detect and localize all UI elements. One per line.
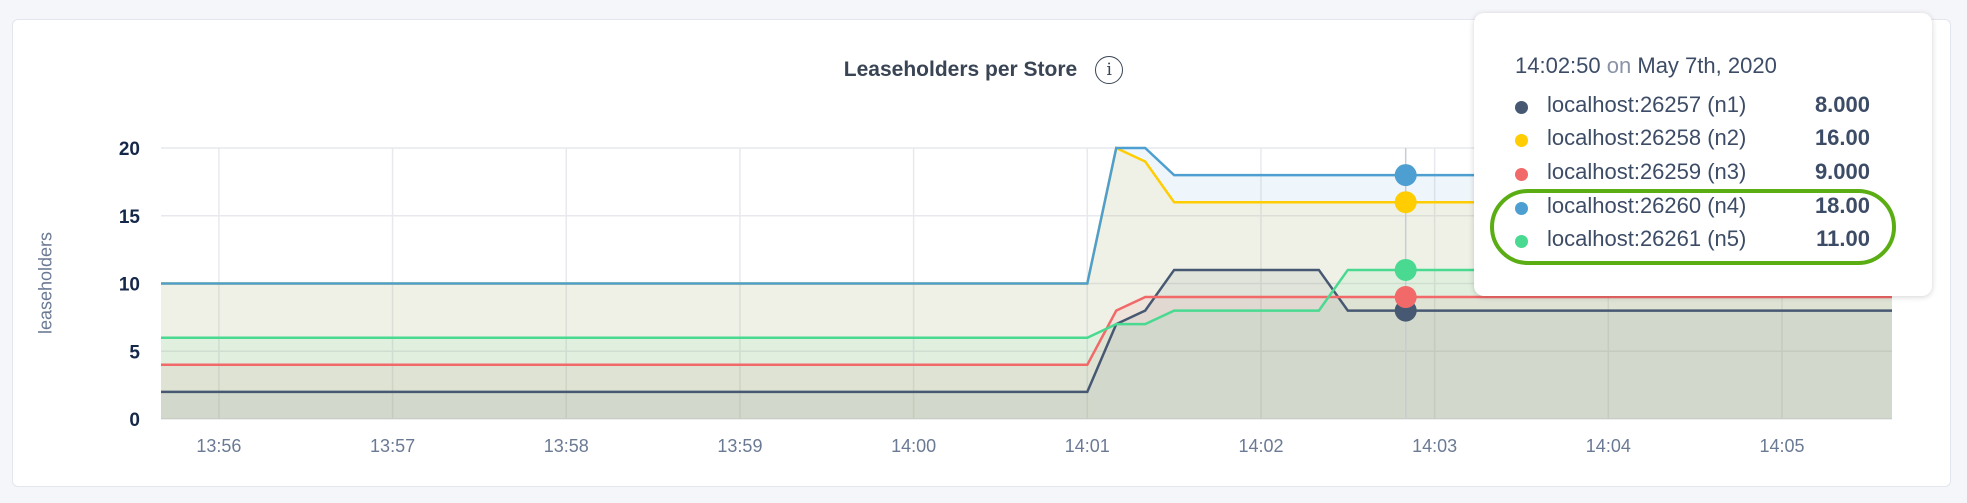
- hover-point: [1394, 191, 1417, 214]
- y-tick-label: 0: [129, 410, 140, 431]
- tooltip-date: May 7th, 2020: [1637, 53, 1777, 78]
- tooltip-timestamp: 14:02:50 on May 7th, 2020: [1515, 53, 1777, 79]
- hover-point: [1394, 286, 1417, 309]
- series-dot-icon: [1515, 168, 1528, 181]
- x-tick-label: 14:04: [1586, 436, 1631, 456]
- hover-tooltip: 14:02:50 on May 7th, 2020 localhost:2625…: [1474, 13, 1932, 296]
- tooltip-row-value: 16.00: [1814, 125, 1870, 150]
- series-area: [161, 269, 1892, 419]
- y-tick-label: 20: [119, 139, 140, 160]
- series-dot-icon: [1515, 101, 1528, 114]
- series-area: [161, 297, 1892, 419]
- tooltip-row-label: localhost:26260 (n4): [1547, 193, 1747, 218]
- tooltip-row: localhost:26258 (n2) 16.00: [1515, 125, 1895, 155]
- tooltip-row-label: localhost:26261 (n5): [1547, 226, 1747, 251]
- chart-title-wrap: Leaseholders per Store i: [0, 56, 1967, 84]
- chart-title: Leaseholders per Store: [843, 58, 1078, 81]
- y-tick-label: 5: [129, 342, 140, 363]
- tooltip-row-value: 8.000: [1814, 92, 1870, 117]
- tooltip-row: localhost:26261 (n5) 11.00: [1515, 226, 1895, 256]
- series-line: [161, 295, 1892, 367]
- tooltip-row-label: localhost:26259 (n3): [1547, 159, 1747, 184]
- x-tick-label: 13:56: [196, 436, 241, 456]
- x-tick-label: 13:58: [544, 436, 589, 456]
- x-tick-label: 14:00: [891, 436, 936, 456]
- hover-point: [1394, 258, 1417, 281]
- tooltip-time: 14:02:50: [1515, 53, 1601, 78]
- x-tick-label: 14:03: [1412, 436, 1457, 456]
- hover-point: [1394, 164, 1417, 187]
- series-line: [161, 268, 1892, 339]
- x-tick-label: 14:01: [1065, 436, 1110, 456]
- x-tick-label: 13:59: [717, 436, 762, 456]
- series-dot-icon: [1515, 134, 1528, 147]
- tooltip-on: on: [1606, 53, 1632, 78]
- tooltip-row-value: 9.000: [1814, 159, 1870, 184]
- y-tick-label: 10: [119, 275, 140, 296]
- series-line: [161, 146, 1892, 285]
- tooltip-row-label: localhost:26257 (n1): [1547, 92, 1747, 117]
- tooltip-row-label: localhost:26258 (n2): [1547, 125, 1747, 150]
- series-line: [161, 268, 1892, 394]
- y-tick-label: 15: [119, 207, 141, 228]
- tooltip-row: localhost:26259 (n3) 9.000: [1515, 159, 1895, 189]
- highlight-ellipse: [1490, 189, 1896, 265]
- info-icon[interactable]: i: [1095, 56, 1124, 84]
- x-tick-label: 14:05: [1759, 436, 1804, 456]
- series-area: [161, 269, 1892, 419]
- tooltip-row: localhost:26257 (n1) 8.000: [1515, 92, 1895, 122]
- x-tick-label: 13:57: [370, 436, 415, 456]
- x-tick-label: 14:02: [1238, 436, 1283, 456]
